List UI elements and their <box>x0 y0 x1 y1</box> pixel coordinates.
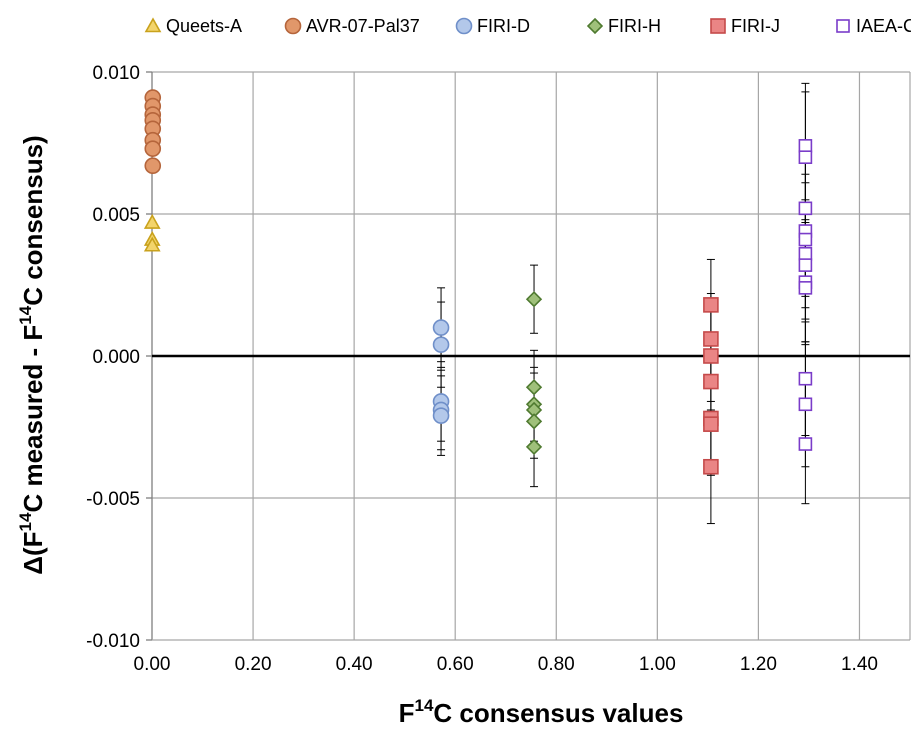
point-iaea-c3 <box>798 371 813 386</box>
point-firi-h <box>525 291 543 308</box>
x-tick-label: 0.80 <box>538 654 575 675</box>
y-tick-label: 0.000 <box>92 347 140 368</box>
legend-label-firi-j: FIRI-J <box>731 16 780 36</box>
point-iaea-c3 <box>798 150 813 164</box>
point-firi-h <box>525 438 543 456</box>
point-firi-h <box>525 379 543 396</box>
error-bars <box>437 82 810 525</box>
x-tick-label: 1.00 <box>639 654 676 675</box>
point-firi-j <box>703 416 719 432</box>
point-iaea-c3 <box>798 397 813 412</box>
legend-marker-queets-a <box>144 17 162 33</box>
point-iaea-c3 <box>798 232 813 247</box>
x-axis-title: F14C consensus values <box>399 696 684 728</box>
point-firi-j <box>703 458 719 475</box>
y-tick-label: -0.010 <box>86 631 140 652</box>
point-iaea-c3 <box>798 139 813 153</box>
point-iaea-c3 <box>798 258 813 272</box>
x-tick-label: 1.40 <box>841 654 878 675</box>
point-firi-j <box>703 331 719 347</box>
y-tick-label: 0.005 <box>92 205 140 226</box>
legend-label-firi-d: FIRI-D <box>477 16 530 36</box>
legend: Queets-A AVR-07-Pal37 FIRI-D FIRI-H FIRI-J IA… <box>144 16 911 36</box>
x-tick-label: 0.20 <box>235 654 272 675</box>
legend-label-avr-07-pal37: AVR-07-Pal37 <box>306 16 420 36</box>
point-iaea-c3 <box>798 437 813 451</box>
legend-label-firi-h: FIRI-H <box>608 16 661 36</box>
x-tick-label: 0.60 <box>437 654 474 675</box>
point-firi-h <box>525 413 543 430</box>
legend-marker-firi-h <box>586 17 604 35</box>
point-iaea-c3 <box>798 246 813 261</box>
point-queets-a <box>143 236 161 252</box>
x-tick-label: 0.40 <box>336 654 373 675</box>
x-tick-label: 0.00 <box>134 654 171 675</box>
x-tick-label: 1.20 <box>740 654 777 675</box>
point-avr-07-pal37 <box>144 157 162 175</box>
legend-marker-firi-j <box>710 18 726 34</box>
y-axis-title: Δ(F14C measured - F14C consensus) <box>16 135 48 574</box>
axes <box>146 71 910 641</box>
point-firi-j <box>703 373 719 390</box>
point-firi-d <box>432 319 450 336</box>
data-points <box>143 89 813 475</box>
y-tick-label: 0.010 <box>92 63 140 84</box>
legend-label-queets-a: Queets-A <box>166 16 242 36</box>
point-iaea-c3 <box>798 281 813 295</box>
point-firi-j <box>703 348 719 364</box>
legend-label-iaea-c3: IAEA-C3 <box>856 16 911 36</box>
legend-marker-firi-d <box>455 17 473 35</box>
point-queets-a <box>143 213 161 229</box>
legend-marker-avr-07-pal37 <box>284 17 302 35</box>
point-avr-07-pal37 <box>144 140 162 157</box>
point-firi-j <box>703 297 719 313</box>
point-iaea-c3 <box>798 201 813 216</box>
point-firi-d <box>432 407 450 424</box>
legend-marker-iaea-c3 <box>836 19 850 33</box>
point-firi-d <box>432 336 450 353</box>
y-tick-label: -0.005 <box>86 489 140 510</box>
